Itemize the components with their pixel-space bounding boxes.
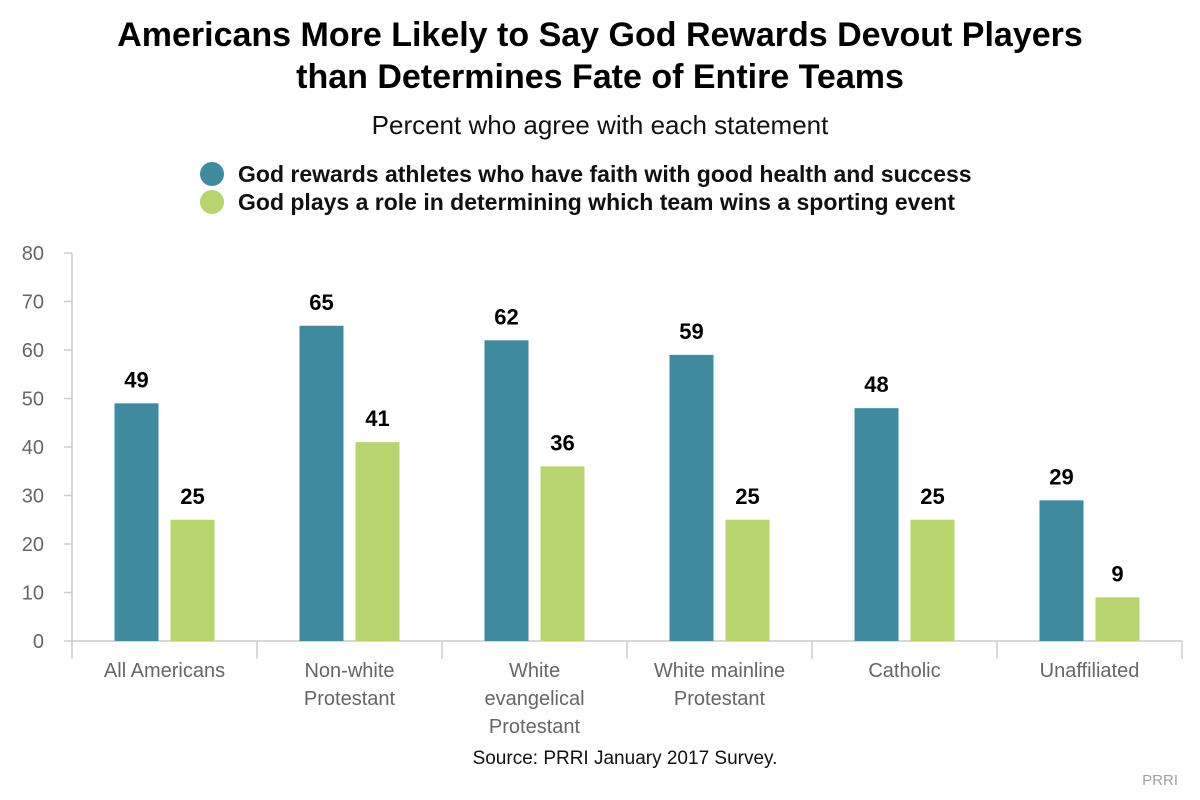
y-tick-label: 10 bbox=[22, 583, 44, 605]
bar-determines bbox=[725, 519, 770, 641]
bar-rewards bbox=[484, 340, 529, 641]
chart-title-line-1: Americans More Likely to Say God Rewards… bbox=[117, 16, 1083, 54]
data-label-rewards: 49 bbox=[124, 367, 148, 392]
bar-determines bbox=[540, 466, 585, 641]
legend: God rewards athletes who have faith with… bbox=[200, 160, 972, 216]
x-category-label: evangelical bbox=[484, 688, 584, 710]
data-label-rewards: 62 bbox=[494, 304, 518, 329]
data-label-determines: 25 bbox=[735, 484, 759, 509]
x-category-label: Protestant bbox=[674, 688, 766, 710]
legend-swatch-rewards bbox=[200, 162, 224, 186]
bar-rewards bbox=[854, 408, 899, 641]
credit-logo-text: PRRI bbox=[1142, 772, 1178, 789]
chart-subtitle: Percent who agree with each statement bbox=[371, 110, 829, 140]
y-tick-label: 60 bbox=[22, 340, 44, 362]
x-category-label: Non-white bbox=[304, 660, 394, 682]
data-label-determines: 9 bbox=[1111, 561, 1123, 586]
x-category-label: All Americans bbox=[104, 660, 225, 682]
y-tick-label: 80 bbox=[22, 243, 44, 265]
legend-item-determines: God plays a role in determining which te… bbox=[200, 188, 972, 216]
data-label-rewards: 65 bbox=[309, 290, 333, 315]
bar-rewards bbox=[299, 325, 344, 641]
data-label-determines: 25 bbox=[180, 484, 204, 509]
y-tick-label: 40 bbox=[22, 437, 44, 459]
source-note: Source: PRRI January 2017 Survey. bbox=[472, 748, 778, 769]
x-category-label: White bbox=[509, 660, 560, 682]
y-tick-label: 20 bbox=[22, 534, 44, 556]
data-label-rewards: 29 bbox=[1049, 464, 1073, 489]
legend-label-determines: God plays a role in determining which te… bbox=[238, 188, 955, 215]
chart-title: Americans More Likely to Say God Rewards… bbox=[0, 14, 1200, 98]
x-category-label: Catholic bbox=[868, 660, 940, 682]
data-label-determines: 41 bbox=[365, 406, 389, 431]
x-category-label: Unaffiliated bbox=[1040, 660, 1140, 682]
data-label-rewards: 59 bbox=[679, 319, 703, 344]
chart-title-line-2: than Determines Fate of Entire Teams bbox=[296, 58, 904, 96]
bar-rewards bbox=[114, 403, 159, 641]
y-tick-label: 0 bbox=[33, 631, 44, 653]
data-label-determines: 36 bbox=[550, 430, 574, 455]
bar-determines bbox=[1095, 597, 1140, 641]
y-tick-label: 70 bbox=[22, 292, 44, 314]
legend-label-rewards: God rewards athletes who have faith with… bbox=[238, 160, 972, 187]
bar-rewards bbox=[669, 354, 714, 641]
legend-item-rewards: God rewards athletes who have faith with… bbox=[200, 160, 972, 188]
bar-determines bbox=[355, 442, 400, 641]
bar-determines bbox=[170, 519, 215, 641]
legend-swatch-determines bbox=[200, 190, 224, 214]
data-label-rewards: 48 bbox=[864, 372, 888, 397]
x-category-label: Protestant bbox=[304, 688, 396, 710]
bar-rewards bbox=[1039, 500, 1084, 641]
y-tick-label: 30 bbox=[22, 486, 44, 508]
data-label-determines: 25 bbox=[920, 484, 944, 509]
y-tick-label: 50 bbox=[22, 389, 44, 411]
x-category-label: White mainline bbox=[654, 660, 785, 682]
bar-determines bbox=[910, 519, 955, 641]
x-category-label: Protestant bbox=[489, 716, 581, 738]
